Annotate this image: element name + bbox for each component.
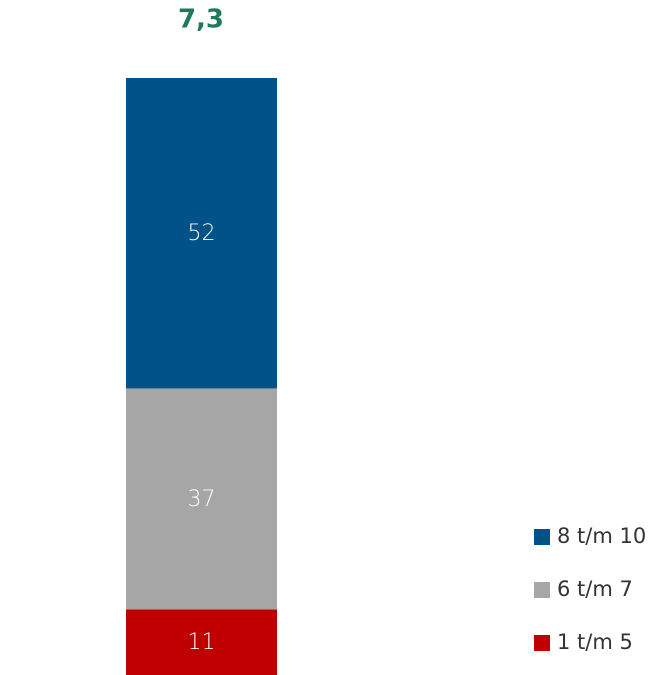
value-label: 52 (188, 221, 216, 246)
annotation: 7,3 (178, 5, 224, 35)
bar-segment (126, 78, 277, 389)
value-label: 11 (188, 630, 216, 655)
legend-swatch (534, 582, 550, 598)
legend-swatch (534, 635, 550, 651)
value-label: 37 (188, 487, 216, 512)
legend-label: 6 t/m 7 (557, 577, 633, 601)
legend-label: 1 t/m 5 (557, 630, 633, 654)
bar-segment (126, 388, 277, 610)
legend-swatch (534, 529, 550, 545)
legend-label: 8 t/m 10 (557, 524, 646, 548)
bar-segment (126, 609, 277, 675)
